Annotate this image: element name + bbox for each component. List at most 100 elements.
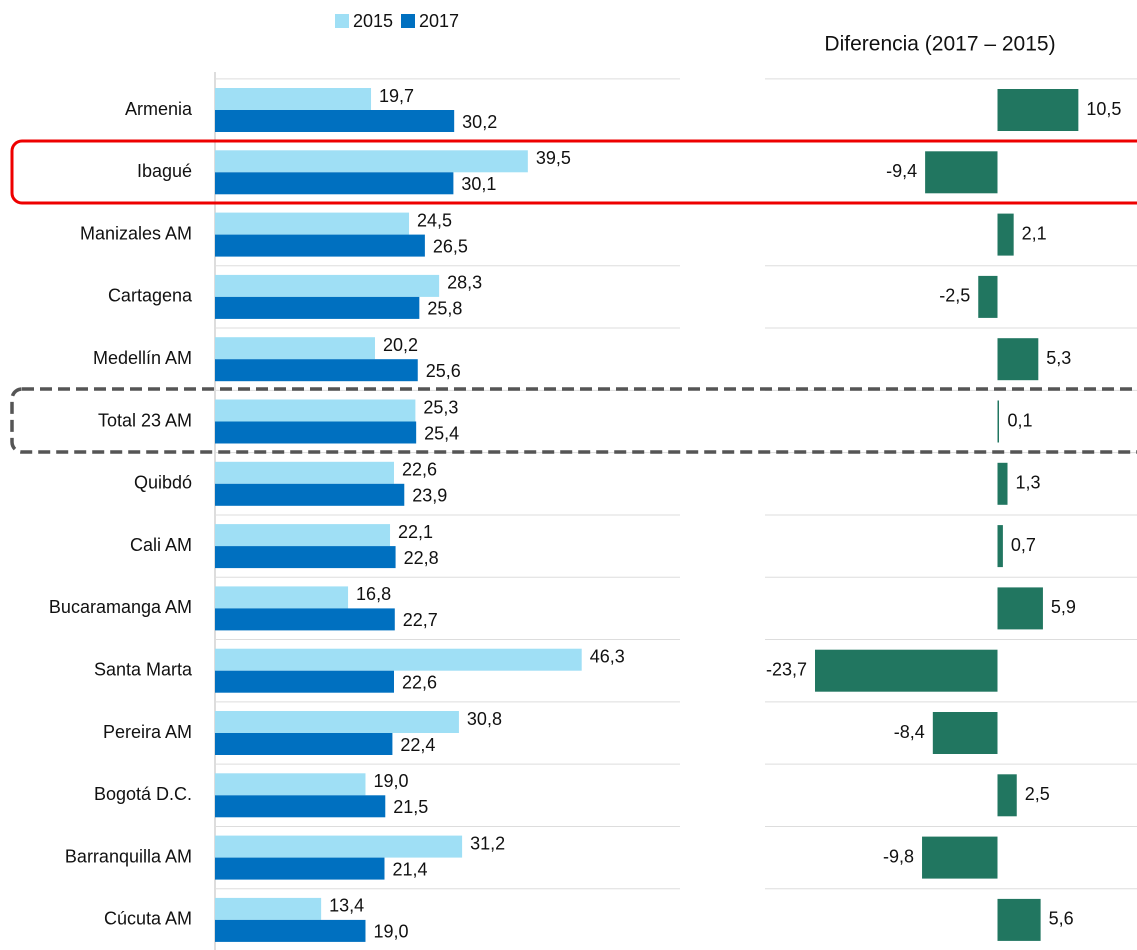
value-label: 19,0 (373, 922, 408, 942)
value-label: 46,3 (590, 646, 625, 666)
bar (215, 234, 425, 257)
value-label: 16,8 (356, 584, 391, 604)
diff-label: 0,7 (1011, 535, 1036, 555)
category-label: Cúcuta AM (104, 909, 192, 929)
diff-label: -2,5 (939, 286, 970, 306)
bar (215, 483, 405, 506)
diff-label: -8,4 (894, 722, 925, 742)
value-label: 30,2 (462, 112, 497, 132)
diff-bar (997, 898, 1041, 941)
value-label: 25,3 (423, 397, 458, 417)
value-label: 22,7 (403, 610, 438, 630)
diff-bar (997, 400, 999, 443)
bar (215, 359, 418, 382)
bar (215, 296, 420, 319)
diff-label: -23,7 (766, 659, 807, 679)
value-label: 21,4 (392, 859, 427, 879)
category-label: Total 23 AM (98, 410, 192, 430)
value-label: 39,5 (536, 148, 571, 168)
diff-bar (997, 462, 1008, 505)
bar (215, 172, 454, 195)
legend-label: 2017 (419, 11, 459, 31)
category-label: Barranquilla AM (65, 846, 192, 866)
value-label: 23,9 (412, 486, 447, 506)
value-label: 22,4 (400, 735, 435, 755)
value-label: 13,4 (329, 896, 364, 916)
category-label: Bogotá D.C. (94, 784, 192, 804)
category-label: Pereira AM (103, 722, 192, 742)
diff-label: 2,5 (1025, 784, 1050, 804)
bar (215, 835, 463, 858)
bar (215, 897, 322, 920)
category-label: Armenia (125, 99, 193, 119)
legend-swatch (335, 14, 349, 28)
highlight-box (10, 139, 1137, 205)
diff-bar (997, 525, 1003, 568)
bar (215, 421, 417, 444)
diff-bar (997, 774, 1017, 817)
bar (215, 608, 395, 631)
diff-bar (997, 89, 1079, 131)
diff-label: -9,8 (883, 846, 914, 866)
bar (215, 919, 366, 942)
highlight-box-dashed (10, 387, 1137, 454)
diff-bar (997, 213, 1014, 256)
value-label: 22,8 (404, 548, 439, 568)
diff-label: 1,3 (1016, 473, 1041, 493)
diff-label: 2,1 (1022, 223, 1047, 243)
bar (215, 274, 440, 297)
bar (215, 461, 394, 484)
diff-title: Diferencia (2017 – 2015) (824, 33, 1055, 56)
bar (215, 648, 582, 671)
diff-bar (922, 836, 998, 879)
bar (215, 212, 410, 235)
diff-bar (997, 338, 1039, 381)
value-label: 24,5 (417, 210, 452, 230)
bar (215, 337, 375, 360)
bar (215, 773, 366, 796)
bar (215, 110, 455, 132)
category-label: Cartagena (108, 286, 193, 306)
bar (215, 524, 391, 547)
value-label: 19,0 (373, 771, 408, 791)
value-label: 22,6 (402, 672, 437, 692)
category-label: Quibdó (134, 473, 192, 493)
diff-label: 10,5 (1086, 99, 1121, 119)
legend-swatch (401, 14, 415, 28)
diff-bar (997, 587, 1043, 630)
bar (215, 711, 459, 733)
legend-label: 2015 (353, 11, 393, 31)
value-label: 30,1 (461, 174, 496, 194)
diff-bar (925, 151, 998, 194)
diff-bar (932, 712, 998, 754)
bar (215, 150, 528, 173)
category-label: Santa Marta (94, 659, 193, 679)
diff-label: -9,4 (886, 161, 917, 181)
value-label: 28,3 (447, 273, 482, 293)
value-label: 22,1 (398, 522, 433, 542)
value-label: 26,5 (433, 236, 468, 256)
category-label: Manizales AM (80, 223, 192, 243)
bar (215, 857, 385, 880)
value-label: 20,2 (383, 335, 418, 355)
category-label: Bucaramanga AM (49, 597, 192, 617)
diff-label: 5,9 (1051, 597, 1076, 617)
bar (215, 586, 349, 609)
diff-bar (815, 649, 998, 692)
value-label: 21,5 (393, 797, 428, 817)
diff-label: 5,3 (1046, 348, 1071, 368)
bar (215, 399, 416, 422)
bar (215, 733, 393, 755)
bar (215, 546, 396, 569)
diff-label: 0,1 (1008, 410, 1033, 430)
value-label: 22,6 (402, 460, 437, 480)
diff-bar (978, 275, 998, 318)
value-label: 25,6 (426, 361, 461, 381)
bar (215, 795, 386, 818)
bar (215, 670, 394, 693)
value-label: 31,2 (470, 833, 505, 853)
diff-label: 5,6 (1049, 909, 1074, 929)
value-label: 25,8 (427, 299, 462, 319)
